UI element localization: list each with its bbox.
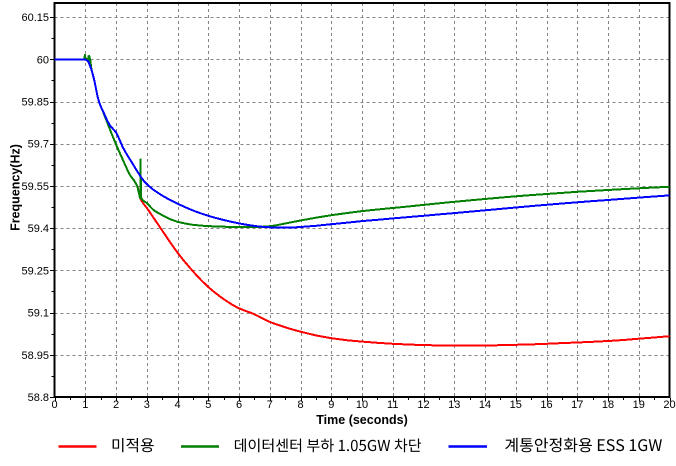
y-tick-label-5: 59.55 [21,181,49,193]
x-tick-label-2: 2 [113,399,119,411]
x-tick-label-5: 5 [205,399,211,411]
y-tick-label-1: 58.95 [21,350,49,362]
y-tick-label-3: 59.25 [21,265,49,277]
legend-label-2 [505,437,662,453]
x-tick-label-4: 4 [174,399,180,411]
x-axis-title: Time (seconds) [316,413,407,427]
x-tick-label-3: 3 [144,399,150,411]
x-tick-label-20: 20 [663,399,675,411]
y-tick-label-7: 59.85 [21,97,49,109]
x-tick-label-16: 16 [540,399,552,411]
x-tick-label-13: 13 [448,399,460,411]
x-tick-label-12: 12 [417,399,429,411]
x-tick-label-0: 0 [51,399,57,411]
y-tick-label-9: 60.15 [21,12,49,24]
y-tick-label-6: 59.7 [28,139,49,151]
x-tick-label-9: 9 [328,399,334,411]
x-tick-label-11: 11 [387,399,398,411]
x-tick-labels: 0 1 2 3 4 5 6 7 8 9 10 11 12 13 14 15 16 17 18 19 20 [51,399,675,411]
axis-ticks [50,17,671,402]
y-tick-label-4: 59.4 [28,223,49,235]
series-lines [54,53,670,347]
x-tick-label-7: 7 [267,399,273,411]
tick-marks [50,17,671,402]
x-tick-label-6: 6 [236,399,242,411]
x-tick-label-15: 15 [510,399,522,411]
x-tick-label-14: 14 [479,399,491,411]
y-tick-label-2: 59.1 [28,308,49,320]
plot-border [53,2,671,398]
legend [58,437,662,453]
x-tick-label-17: 17 [571,399,583,411]
x-tick-label-19: 19 [633,399,645,411]
x-tick-label-10: 10 [356,399,368,411]
series-line-2 [54,58,670,229]
legend-label-1 [234,438,422,453]
x-tick-label-18: 18 [602,399,614,411]
grid-lines [54,3,670,397]
y-tick-labels: 58.8 58.95 59.1 59.25 59.4 59.55 59.7 59.85 60 60… [21,12,49,404]
legend-label-0 [112,438,154,453]
y-tick-label-8: 60 [37,54,49,66]
y-axis-title: Frequency(Hz) [9,144,23,231]
x-tick-label-8: 8 [297,399,303,411]
y-tick-label-0: 58.8 [28,392,49,404]
x-tick-label-1: 1 [82,399,88,411]
